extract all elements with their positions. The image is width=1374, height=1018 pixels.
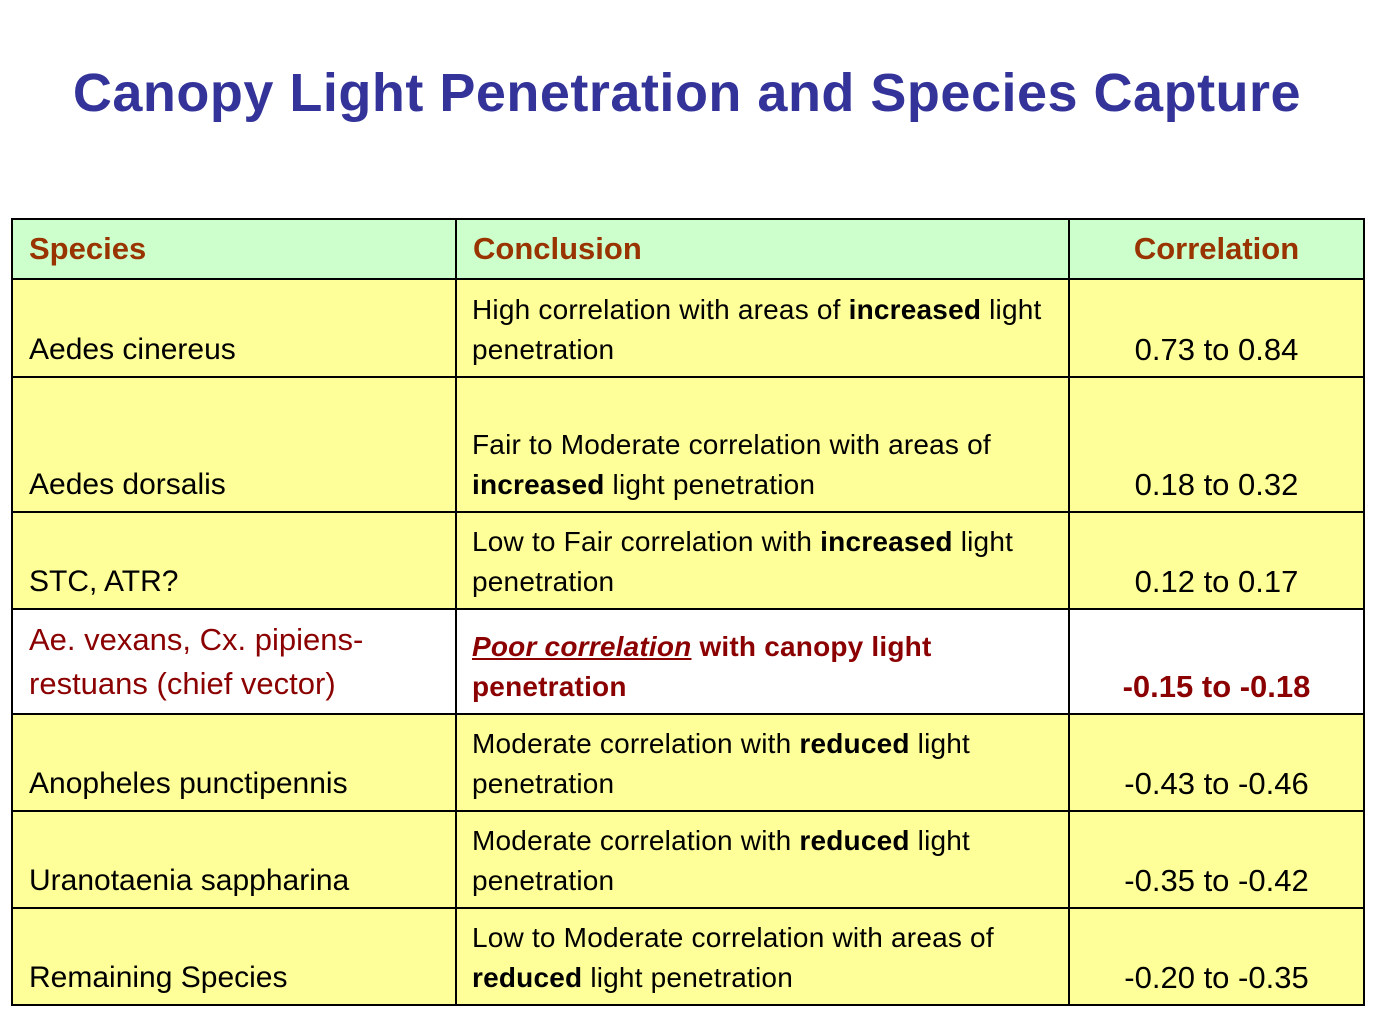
conclusion-text: light penetration: [472, 526, 1014, 597]
header-species: Species: [11, 218, 457, 280]
species-cell: Ae. vexans, Cx. pipiens-restuans (chief …: [11, 608, 457, 715]
correlation-cell: -0.35 to -0.42: [1068, 810, 1365, 909]
table-row-highlight: Ae. vexans, Cx. pipiens-restuans (chief …: [11, 608, 1365, 715]
conclusion-text: with canopy light penetration: [472, 631, 932, 702]
table-row: Aedes cinereus High correlation with are…: [11, 278, 1365, 378]
conclusion-text: light penetration: [472, 728, 971, 799]
conclusion-emphasis: reduced: [472, 962, 583, 993]
species-line: Ae. vexans, Cx. pipiens-: [29, 621, 364, 657]
species-cell: STC, ATR?: [11, 511, 457, 610]
correlation-cell: 0.12 to 0.17: [1068, 511, 1365, 610]
correlation-cell: 0.73 to 0.84: [1068, 278, 1365, 378]
conclusion-text: light penetration: [472, 825, 971, 896]
conclusion-emphasis: reduced: [799, 825, 910, 856]
conclusion-text: light penetration: [472, 294, 1042, 365]
conclusion-cell: High correlation with areas of increased…: [455, 278, 1070, 378]
conclusion-text: High correlation with areas of: [472, 294, 841, 325]
conclusion-cell: Moderate correlation with reduced light …: [455, 810, 1070, 909]
table-row: Remaining Species Low to Moderate correl…: [11, 907, 1365, 1006]
table-row: Uranotaenia sappharina Moderate correlat…: [11, 810, 1365, 909]
correlation-cell: -0.20 to -0.35: [1068, 907, 1365, 1006]
conclusion-text: Moderate correlation with: [472, 825, 792, 856]
conclusion-cell: Moderate correlation with reduced light …: [455, 713, 1070, 812]
conclusion-cell: Low to Moderate correlation with areas o…: [455, 907, 1070, 1006]
species-cell: Remaining Species: [11, 907, 457, 1006]
conclusion-text: Low to Moderate correlation with areas o…: [472, 922, 994, 953]
correlation-cell: 0.18 to 0.32: [1068, 376, 1365, 513]
header-correlation: Correlation: [1068, 218, 1365, 280]
conclusion-emphasis: increased: [820, 526, 953, 557]
conclusion-cell: Low to Fair correlation with increased l…: [455, 511, 1070, 610]
conclusion-cell: Fair to Moderate correlation with areas …: [455, 376, 1070, 513]
species-correlation-table: Species Conclusion Correlation Aedes cin…: [11, 218, 1365, 1006]
species-cell: Aedes cinereus: [11, 278, 457, 378]
species-cell: Uranotaenia sappharina: [11, 810, 457, 909]
header-conclusion: Conclusion: [455, 218, 1070, 280]
conclusion-emphasis: increased: [848, 294, 982, 325]
species-line: restuans (chief vector): [29, 665, 336, 701]
species-cell: Aedes dorsalis: [11, 376, 457, 513]
table-row: Anopheles punctipennis Moderate correlat…: [11, 713, 1365, 812]
poor-correlation-emphasis: Poor correlation: [472, 631, 692, 662]
correlation-cell: -0.15 to -0.18: [1068, 608, 1365, 715]
correlation-cell: -0.43 to -0.46: [1068, 713, 1365, 812]
conclusion-text: Low to Fair correlation with: [472, 526, 813, 557]
conclusion-text: Moderate correlation with: [472, 728, 792, 759]
table-row: STC, ATR? Low to Fair correlation with i…: [11, 511, 1365, 610]
conclusion-emphasis: reduced: [799, 728, 910, 759]
conclusion-cell: Poor correlation with canopy light penet…: [455, 608, 1070, 715]
species-cell: Anopheles punctipennis: [11, 713, 457, 812]
table-header-row: Species Conclusion Correlation: [11, 218, 1365, 280]
conclusion-text: light penetration: [590, 962, 793, 993]
page-title: Canopy Light Penetration and Species Cap…: [72, 63, 1302, 123]
conclusion-text: light penetration: [612, 469, 816, 500]
conclusion-text: Fair to Moderate correlation with areas …: [472, 429, 991, 460]
conclusion-emphasis: increased: [472, 469, 605, 500]
table-row: Aedes dorsalis Fair to Moderate correlat…: [11, 376, 1365, 513]
